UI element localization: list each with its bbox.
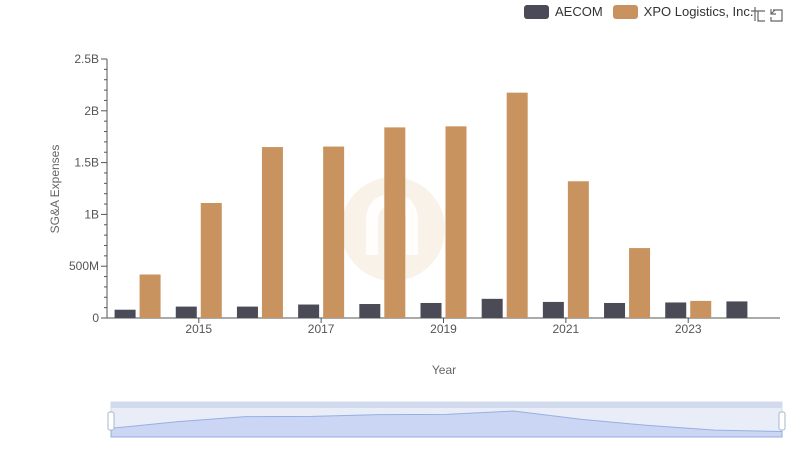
legend: AECOM XPO Logistics, Inc. [524,4,764,19]
legend-item-xpo[interactable]: XPO Logistics, Inc. [612,4,754,19]
y-tick-label: 2.5B [74,52,99,66]
zoom-handle-right [778,411,786,431]
zoom-top-bar [111,402,782,408]
bar-aecom [542,301,564,318]
restore-icon[interactable] [768,6,784,22]
bar-xpo [690,300,712,318]
x-tick-label: 2021 [553,322,580,336]
x-tick-label: 2023 [675,322,702,336]
y-tick-label: 1.5B [74,156,99,170]
bar-xpo [261,147,283,318]
y-tick-label: 1B [84,207,99,221]
x-axis: 2015 2017 2019 2021 2023 [107,317,780,336]
bar-aecom [359,304,381,318]
zoom-handle-left [107,411,115,431]
bar-aecom [236,306,258,318]
bars [114,92,748,318]
legend-swatch-aecom [524,4,549,19]
bar-xpo [445,126,467,318]
bar-aecom [726,301,748,318]
y-axis: 0 500M 1B 1.5B 2B 2.5B [69,52,108,325]
bar-xpo [506,92,528,318]
toolbox [748,6,784,22]
bar-aecom [114,309,136,318]
x-tick-label: 2017 [308,322,335,336]
bar-aecom [298,304,320,318]
legend-item-aecom[interactable]: AECOM [524,4,603,19]
bar-xpo [323,146,345,318]
x-tick-label: 2019 [430,322,457,336]
legend-swatch-xpo [612,4,638,19]
bar-xpo [384,127,406,318]
legend-label-xpo: XPO Logistics, Inc. [643,4,754,19]
y-tick-label: 2B [84,104,99,118]
y-tick-label: 0 [92,311,99,325]
zoom-preview-area [110,410,783,438]
bar-xpo [139,274,161,318]
bar-xpo [629,248,651,318]
bar-aecom [175,306,197,318]
bar-aecom [481,298,503,318]
y-axis-label: SG&A Expenses [48,145,62,234]
data-zoom-slider[interactable] [107,401,786,438]
bar-xpo [200,203,222,318]
bar-aecom [665,302,687,318]
y-tick-label: 500M [69,259,99,273]
x-tick-label: 2015 [185,322,212,336]
bar-xpo [567,181,589,318]
legend-label-aecom: AECOM [555,4,603,19]
bar-aecom [420,302,442,318]
zoom-icon[interactable] [750,6,766,22]
bar-aecom [604,302,626,318]
x-axis-label: Year [432,363,456,377]
